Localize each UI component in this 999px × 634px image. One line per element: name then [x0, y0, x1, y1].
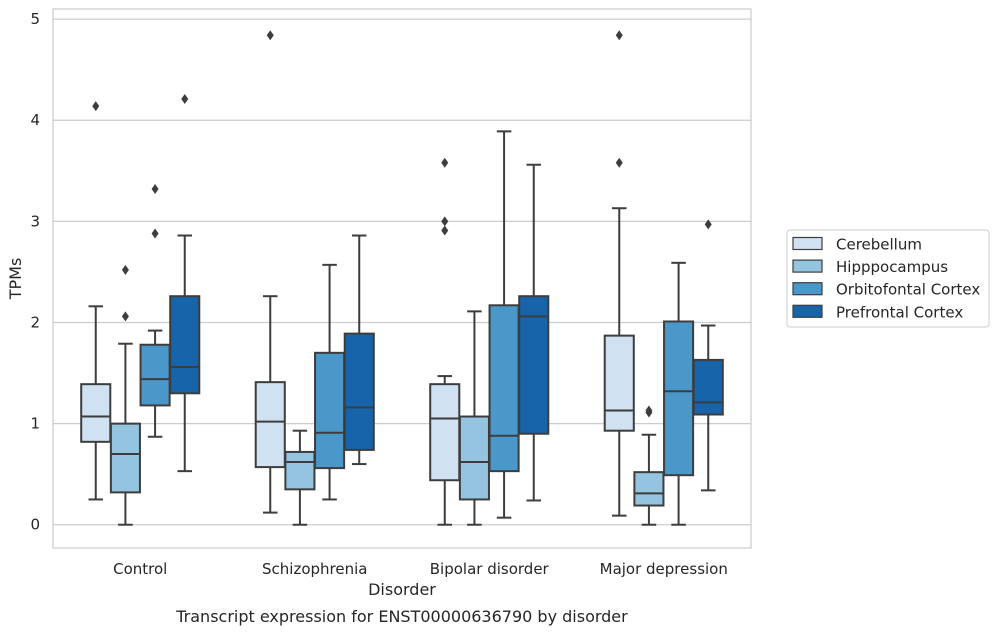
box-iqr	[343, 332, 375, 451]
box-iqr	[692, 358, 724, 416]
legend-label: Prefrontal Cortex	[836, 303, 963, 321]
box-iqr	[254, 381, 286, 469]
box-iqr	[518, 295, 550, 435]
box-iqr	[633, 471, 665, 507]
box-plot-series	[80, 30, 724, 526]
box-iqr	[109, 422, 141, 494]
box	[343, 234, 375, 466]
box	[633, 405, 665, 526]
box-iqr	[603, 334, 635, 432]
x-tick-label: Schizophrenia	[262, 560, 367, 578]
box-iqr	[488, 304, 520, 473]
box	[488, 130, 520, 519]
box	[314, 263, 346, 501]
outlier-point	[441, 157, 449, 168]
outlier-point	[92, 101, 100, 112]
box	[80, 101, 112, 501]
box-iqr	[139, 343, 171, 407]
x-tick-label: Control	[113, 560, 167, 578]
legend-swatch	[792, 259, 823, 273]
legend-label: Cerebellum	[836, 236, 922, 254]
box	[284, 429, 316, 526]
outlier-point	[615, 157, 623, 168]
outlier-point	[121, 264, 129, 275]
legend-label: Orbitofontal Cortex	[836, 281, 980, 299]
y-axis-label: TPMs	[6, 258, 25, 301]
box	[603, 30, 635, 517]
grid-lines	[53, 18, 751, 526]
outlier-point	[151, 184, 159, 195]
y-axis-ticks: 0 1 2 3 4 5	[30, 10, 40, 534]
legend-swatch	[792, 304, 823, 318]
x-axis-label: Disorder	[368, 580, 436, 599]
y-tick-label: 2	[30, 313, 40, 331]
box-iqr	[284, 450, 316, 491]
box-iqr	[458, 415, 490, 501]
outlier-point	[151, 228, 159, 239]
outlier-point	[704, 219, 712, 230]
chart-caption: Transcript expression for ENST0000063679…	[175, 607, 628, 626]
box	[429, 157, 461, 526]
box	[254, 30, 286, 514]
outlier-point	[266, 30, 274, 41]
legend: Cerebellum Hipppocampus Orbitofontal Corte…	[786, 229, 990, 328]
outlier-point	[645, 405, 653, 416]
y-tick-label: 1	[30, 415, 40, 433]
series-cerebellum	[80, 30, 635, 526]
box	[139, 184, 171, 438]
box	[109, 264, 141, 526]
box	[169, 94, 201, 473]
series-hipppocampus	[109, 264, 665, 526]
y-tick-label: 3	[30, 212, 40, 230]
legend-swatch	[792, 282, 823, 296]
y-tick-label: 5	[30, 10, 40, 28]
legend-frame	[786, 229, 990, 328]
y-tick-label: 0	[30, 516, 40, 534]
box-iqr	[80, 383, 112, 443]
box-iqr	[663, 320, 695, 477]
box	[663, 261, 695, 526]
outlier-point	[121, 311, 129, 322]
legend-swatch	[792, 236, 823, 251]
x-tick-label: Bipolar disorder	[430, 560, 550, 578]
box	[458, 310, 490, 526]
box-iqr	[429, 383, 461, 482]
x-tick-label: Major depression	[600, 560, 728, 578]
outlier-point	[441, 216, 449, 227]
box	[692, 219, 724, 492]
y-tick-label: 4	[30, 111, 40, 129]
series-prefrontal-cortex	[169, 94, 724, 502]
plot-area-frame	[52, 8, 752, 549]
outlier-point	[615, 30, 623, 41]
box-iqr	[169, 295, 201, 395]
box-iqr	[314, 351, 346, 470]
outlier-point	[441, 225, 449, 236]
x-axis-ticks: Control Schizophrenia Bipolar disorder Majo…	[113, 560, 728, 578]
legend-label: Hipppocampus	[836, 258, 948, 276]
box	[518, 163, 550, 502]
outlier-point	[181, 94, 189, 105]
series-orbitofontal-cortex	[139, 130, 695, 526]
